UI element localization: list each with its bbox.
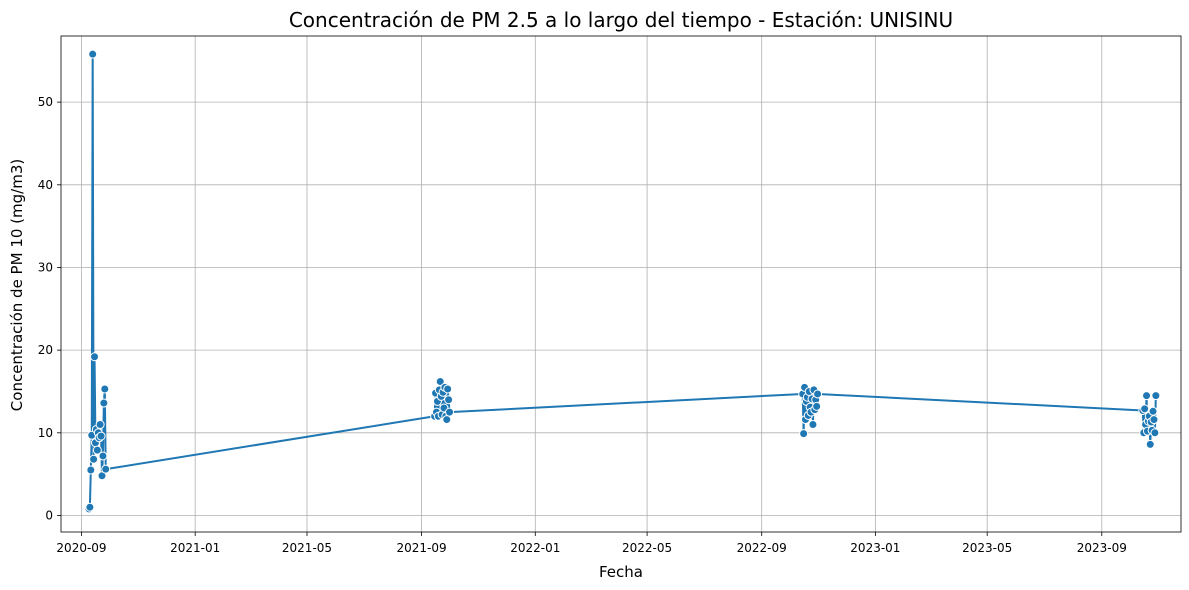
data-point [813,389,823,399]
data-point [90,352,100,362]
y-tick-label: 0 [45,508,53,522]
y-axis: 0 10 20 30 40 50 [38,95,61,522]
x-axis: 2020-09 2021-01 2021-05 2021-09 2022-01 2022-… [56,532,1127,555]
x-axis-label: Fecha [599,563,643,581]
y-tick-label: 50 [38,95,53,109]
data-point [1145,439,1155,449]
x-tick-label: 2023-05 [962,541,1012,555]
data-point [444,395,454,405]
data-point [100,384,110,394]
plot-frame [60,35,1182,533]
data-point [95,420,105,430]
data-point [435,377,445,387]
x-tick-label: 2022-09 [737,541,787,555]
y-axis-label: Concentración de PM 10 (mg/m3) [8,159,26,411]
x-tick-label: 2021-05 [282,541,332,555]
data-point [97,471,107,481]
x-tick-label: 2021-09 [397,541,447,555]
x-tick-label: 2021-01 [170,541,220,555]
data-point [101,464,111,474]
data-point [96,431,106,441]
data-point [1149,415,1159,425]
chart-title: Concentración de PM 2.5 a lo largo del t… [289,8,953,32]
data-point [799,429,809,439]
x-tick-label: 2022-05 [622,541,672,555]
data-point [808,420,818,430]
data-point [99,398,109,408]
data-point [1148,406,1158,416]
series-layer [84,49,1161,514]
x-tick-label: 2023-01 [850,541,900,555]
y-tick-label: 40 [38,178,53,192]
data-point [442,415,452,425]
data-point [1151,391,1161,401]
y-tick-label: 10 [38,426,53,440]
data-point [85,502,95,512]
x-tick-label: 2020-09 [56,541,106,555]
data-point [86,465,96,475]
data-point [98,451,108,461]
data-point [89,454,99,464]
x-tick-label: 2023-09 [1077,541,1127,555]
data-point [443,384,453,394]
data-point [445,407,455,417]
data-point [1140,404,1150,414]
data-point [1150,428,1160,438]
x-tick-label: 2022-01 [510,541,560,555]
data-point [88,49,98,59]
y-tick-label: 20 [38,343,53,357]
y-tick-label: 30 [38,260,53,274]
grid [61,36,1181,532]
data-point [92,445,102,455]
data-point [1142,391,1152,401]
data-point [812,401,822,411]
